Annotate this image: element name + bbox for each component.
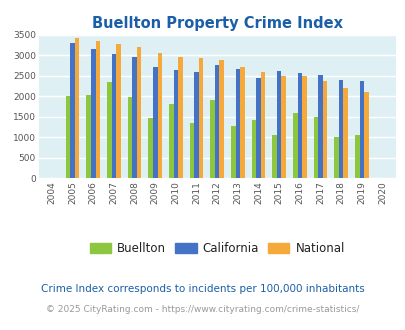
- Bar: [66, 96, 70, 178]
- Bar: [148, 118, 153, 178]
- Bar: [136, 47, 141, 178]
- Bar: [272, 135, 276, 178]
- Bar: [354, 135, 358, 178]
- Bar: [214, 65, 219, 178]
- Bar: [343, 87, 347, 178]
- Bar: [116, 44, 120, 178]
- Bar: [153, 67, 157, 178]
- Bar: [230, 126, 235, 178]
- Bar: [322, 81, 326, 178]
- Bar: [333, 137, 338, 178]
- Bar: [194, 72, 198, 178]
- Bar: [281, 76, 285, 178]
- Bar: [292, 114, 297, 178]
- Bar: [338, 80, 343, 178]
- Bar: [297, 73, 301, 178]
- Bar: [276, 71, 281, 178]
- Bar: [157, 53, 162, 178]
- Bar: [95, 41, 100, 178]
- Title: Buellton Property Crime Index: Buellton Property Crime Index: [92, 16, 342, 31]
- Text: © 2025 CityRating.com - https://www.cityrating.com/crime-statistics/: © 2025 CityRating.com - https://www.city…: [46, 305, 359, 314]
- Bar: [210, 100, 214, 178]
- Bar: [318, 75, 322, 178]
- Bar: [358, 82, 363, 178]
- Bar: [219, 60, 224, 178]
- Bar: [260, 72, 265, 178]
- Bar: [301, 77, 306, 178]
- Bar: [86, 94, 91, 178]
- Bar: [239, 67, 244, 178]
- Legend: Buellton, California, National: Buellton, California, National: [86, 239, 347, 259]
- Bar: [235, 69, 239, 178]
- Bar: [363, 92, 368, 178]
- Bar: [168, 104, 173, 178]
- Text: Crime Index corresponds to incidents per 100,000 inhabitants: Crime Index corresponds to incidents per…: [41, 284, 364, 294]
- Bar: [173, 70, 178, 178]
- Bar: [128, 97, 132, 178]
- Bar: [178, 57, 182, 178]
- Bar: [75, 38, 79, 178]
- Bar: [256, 78, 260, 178]
- Bar: [313, 117, 318, 178]
- Bar: [132, 57, 136, 178]
- Bar: [251, 119, 256, 178]
- Bar: [107, 82, 111, 178]
- Bar: [111, 53, 116, 178]
- Bar: [91, 49, 95, 178]
- Bar: [70, 43, 75, 178]
- Bar: [189, 123, 194, 178]
- Bar: [198, 58, 203, 178]
